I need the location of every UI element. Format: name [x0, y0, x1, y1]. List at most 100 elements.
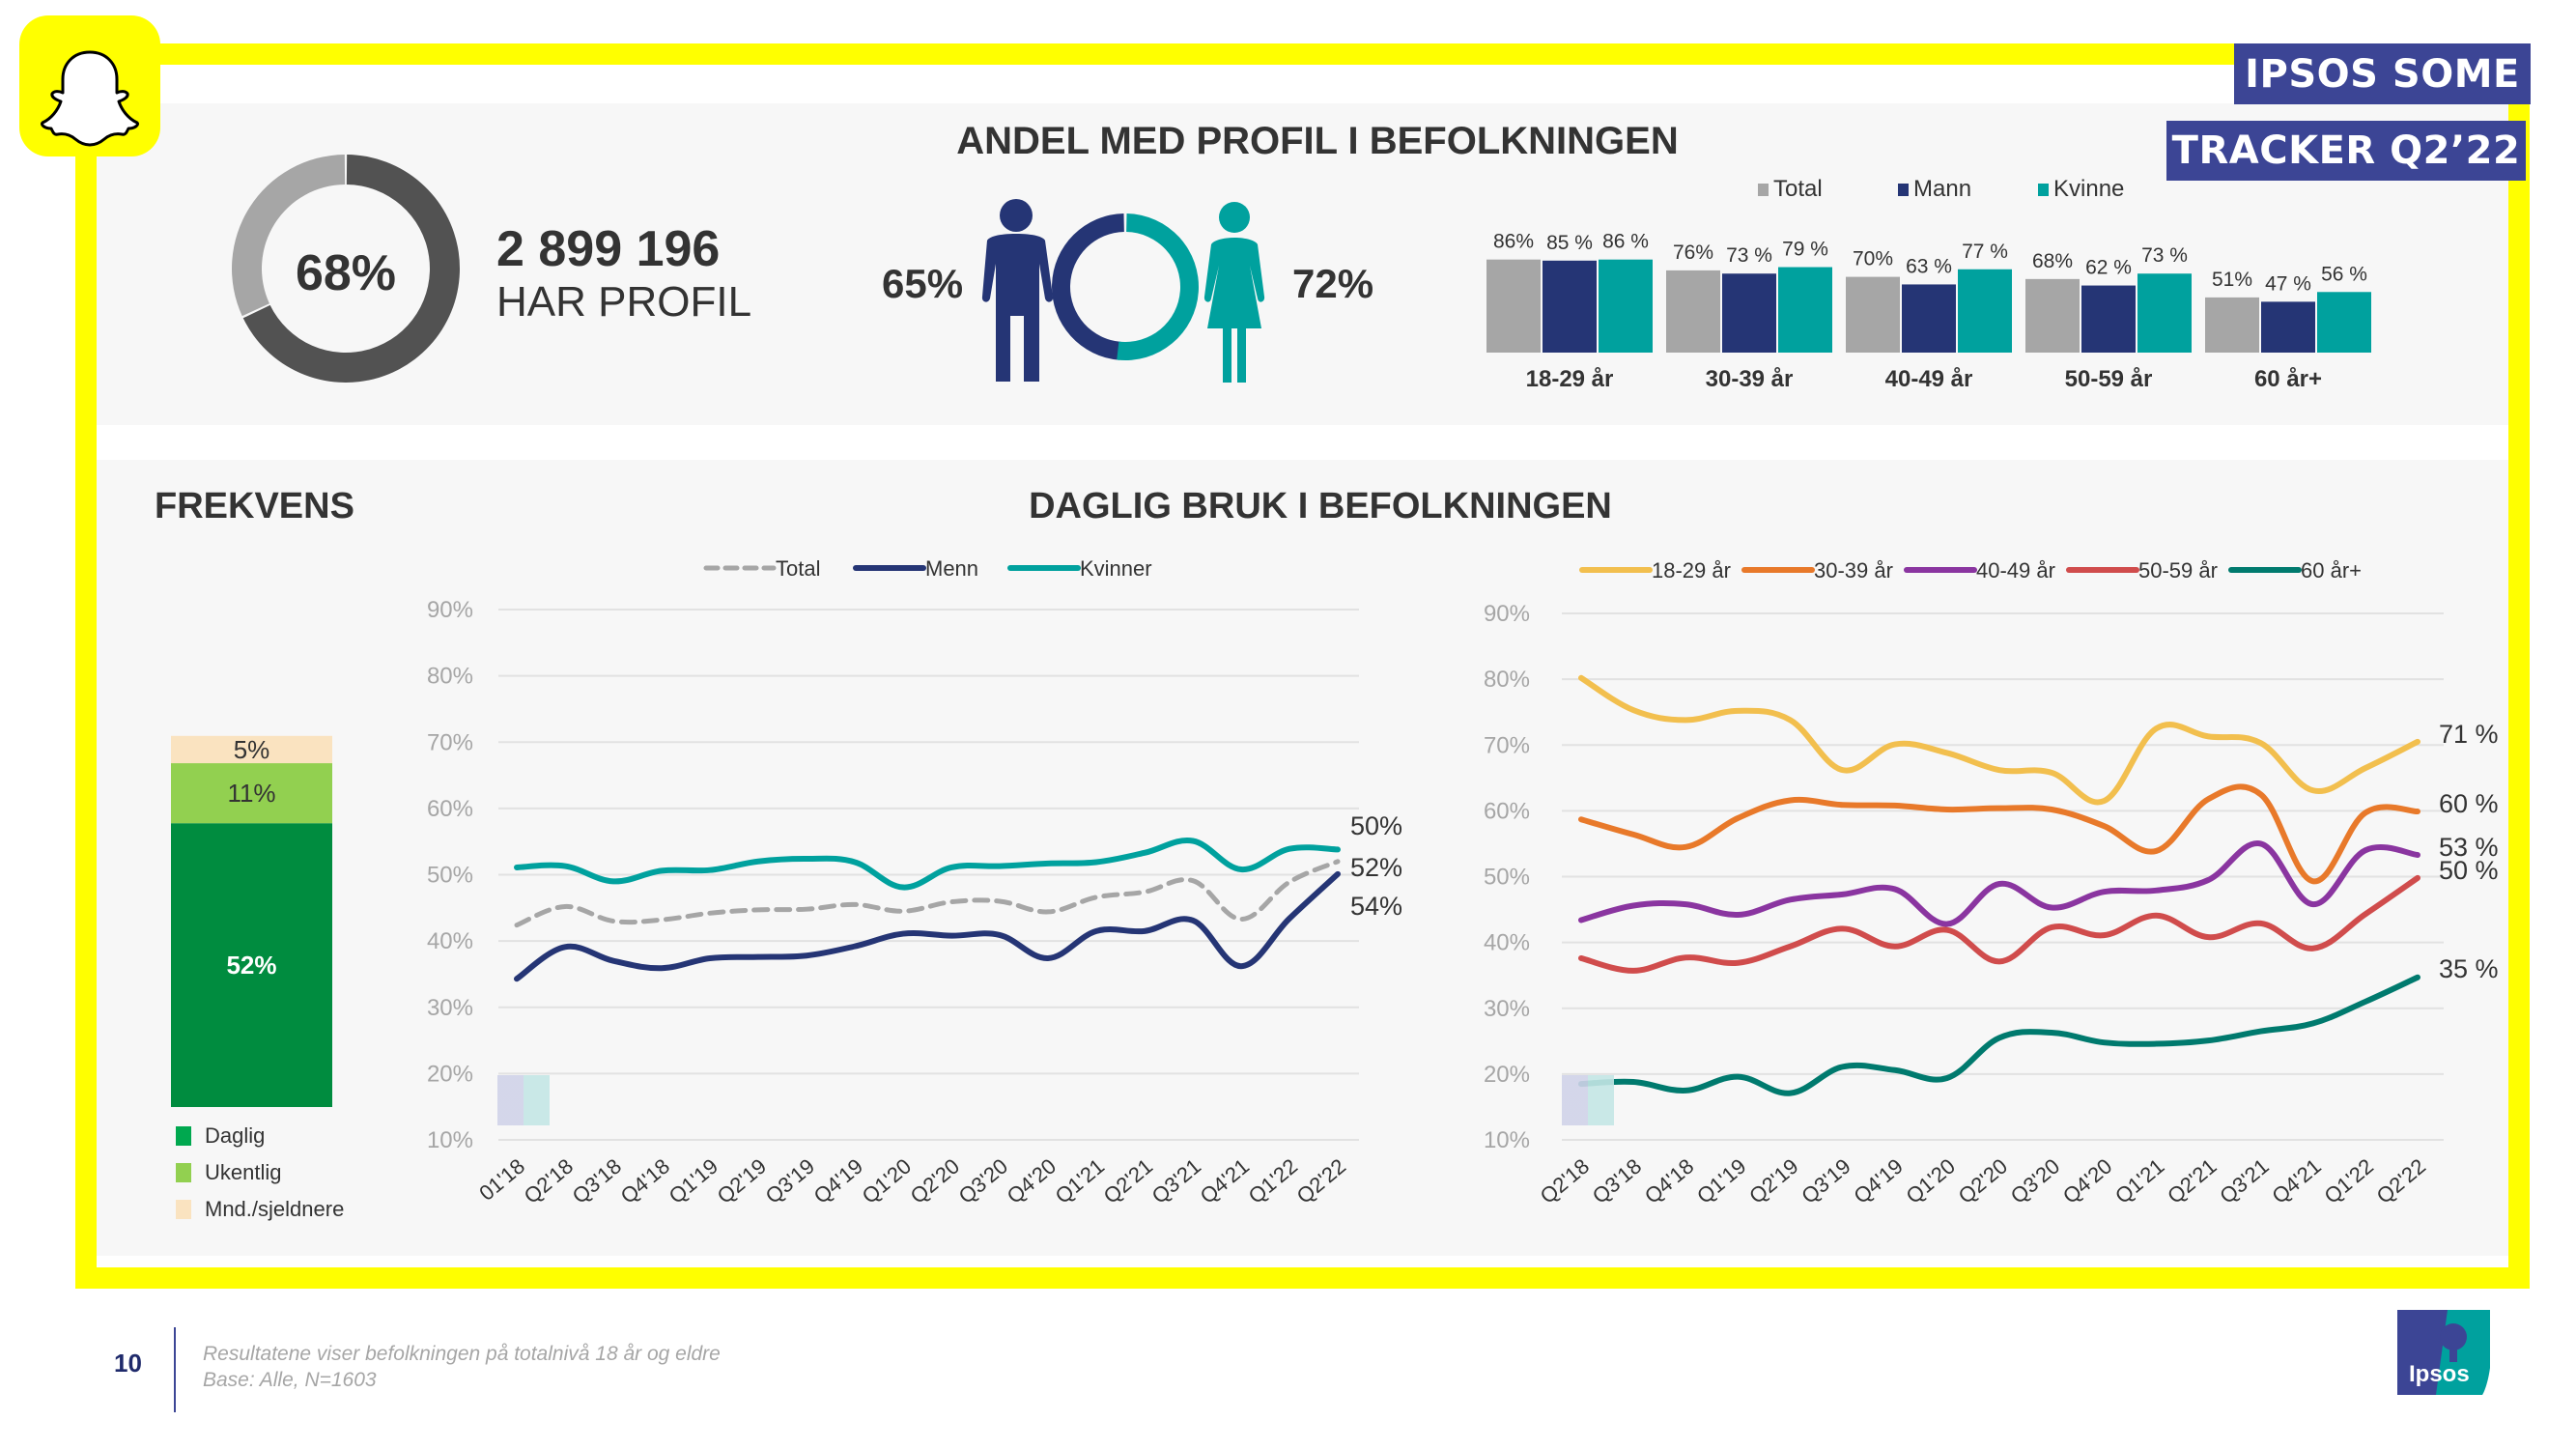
- frame-top-bar: [145, 43, 2250, 65]
- y-tick-label: 10%: [1484, 1127, 1530, 1153]
- series-line-60r: [1578, 974, 2420, 1096]
- page-number: 10: [114, 1349, 142, 1378]
- series-end-label: 71 %: [2439, 720, 2499, 749]
- badge-tracker-period: TRACKER Q2’22: [2166, 121, 2526, 181]
- x-tick-label: Q3'20: [2006, 1153, 2065, 1208]
- x-tick-label: Q4'21: [1196, 1153, 1255, 1208]
- bar-mann: [1543, 260, 1597, 353]
- daily-gender-line-chart: 10%20%30%40%50%60%70%80%90%01'18Q2'18Q3'…: [427, 556, 1402, 1208]
- bar-value-label: 79 %: [1782, 239, 1828, 261]
- profile-donut-chart: [232, 155, 460, 383]
- stack-segment-daglig: [171, 823, 332, 1107]
- x-tick-label: Q2'21: [2163, 1153, 2222, 1208]
- ipsos-logo-text: Ipsos: [2409, 1361, 2470, 1387]
- bar-kvinne: [2137, 273, 2192, 353]
- stack-value-label: 11%: [227, 779, 275, 808]
- y-tick-label: 40%: [427, 928, 473, 954]
- legend-label: 40-49 år: [1976, 558, 2055, 582]
- series-end-label: 50 %: [2439, 856, 2499, 885]
- bar-value-label: 85 %: [1546, 232, 1593, 254]
- x-tick-label: Q3'21: [1147, 1153, 1206, 1208]
- x-tick-label: Q2'19: [1744, 1153, 1803, 1208]
- stack-value-label: 5%: [234, 735, 270, 764]
- footer-note-line1: Resultatene viser befolkningen på totaln…: [203, 1343, 721, 1365]
- y-tick-label: 40%: [1484, 930, 1530, 956]
- y-tick-label: 20%: [427, 1061, 473, 1087]
- bar-mann: [2081, 285, 2136, 353]
- x-tick-label: Q1'22: [1244, 1153, 1303, 1208]
- frame-bottom-bar: [75, 1267, 2530, 1289]
- legend-label-kvinne: Kvinne: [2053, 176, 2124, 202]
- x-tick-label: Q2'22: [2372, 1153, 2431, 1208]
- category-label: 18-29 år: [1526, 366, 1614, 392]
- category-label: 40-49 år: [1885, 366, 1973, 392]
- y-tick-label: 50%: [427, 863, 473, 889]
- bar-total: [1846, 276, 1900, 353]
- x-tick-label: Q1'20: [858, 1153, 917, 1208]
- legend-label: 60 år+: [2301, 558, 2362, 582]
- mann-share-label: 65%: [882, 261, 964, 306]
- legend-label: Mnd./sjeldnere: [205, 1197, 345, 1221]
- stack-value-label: 52%: [226, 951, 276, 980]
- bar-mann: [1722, 273, 1776, 353]
- y-tick-label: 30%: [427, 995, 473, 1021]
- section-title-daglig-bruk: DAGLIG BRUK I BEFOLKNINGEN: [1029, 486, 1612, 526]
- section-title-andel: ANDEL MED PROFIL I BEFOLKNINGEN: [956, 120, 1679, 162]
- bar-total: [2025, 278, 2080, 353]
- legend-label: 50-59 år: [2138, 558, 2218, 582]
- y-tick-label: 20%: [1484, 1062, 1530, 1088]
- x-tick-label: Q2'18: [1536, 1153, 1595, 1208]
- woman-icon: [1203, 202, 1265, 383]
- profile-count: 2 899 196: [496, 221, 721, 277]
- series-end-label: 54%: [1350, 892, 1402, 921]
- x-tick-label: Q4'20: [1003, 1153, 1062, 1208]
- series-line-5059r: [1578, 874, 2420, 974]
- frame-left-bar: [75, 145, 97, 1289]
- x-tick-label: Q4'19: [1849, 1153, 1908, 1208]
- legend-swatch: [176, 1163, 191, 1182]
- badge-ipsos-some: IPSOS SOME: [2234, 43, 2531, 104]
- y-tick-label: 70%: [427, 729, 473, 755]
- series-line-4049r: [1578, 840, 2420, 927]
- x-tick-label: Q4'19: [809, 1153, 868, 1208]
- legend-label: 18-29 år: [1652, 558, 1731, 582]
- legend-label: Kvinner: [1080, 556, 1152, 581]
- bar-value-label: 70%: [1853, 248, 1893, 270]
- x-tick-label: Q4'18: [1640, 1153, 1699, 1208]
- y-tick-label: 60%: [427, 796, 473, 822]
- x-tick-label: Q2'19: [713, 1153, 772, 1208]
- daily-age-line-chart: 10%20%30%40%50%60%70%80%90%Q2'18Q3'18Q4'…: [1484, 558, 2499, 1208]
- x-tick-label: Q3'18: [568, 1153, 627, 1208]
- bar-kvinne: [1778, 267, 1832, 353]
- x-tick-label: 01'18: [474, 1153, 529, 1205]
- legend-item-daglig: Daglig: [176, 1123, 265, 1149]
- bar-value-label: 47 %: [2265, 272, 2311, 295]
- x-tick-label: Q1'21: [1051, 1153, 1110, 1208]
- legend-swatch-kvinne: [2038, 184, 2049, 196]
- x-tick-label: Q2'20: [1954, 1153, 2013, 1208]
- y-tick-label: 80%: [1484, 667, 1530, 693]
- x-tick-label: Q4'18: [616, 1153, 675, 1208]
- legend-label: Ukentlig: [205, 1160, 282, 1184]
- bar-mann: [1902, 284, 1956, 353]
- age-bar-chart: Total Mann Kvinne 86% 85 % 86 % 18-29 år 76% 73 …: [1486, 176, 2371, 392]
- series-end-label: 50%: [1350, 811, 1402, 840]
- legend-swatch-total: [1758, 184, 1769, 196]
- footer-divider: [174, 1327, 176, 1412]
- man-icon: [981, 199, 1054, 382]
- x-tick-label: Q2'22: [1292, 1153, 1351, 1208]
- series-end-label: 53 %: [2439, 833, 2499, 862]
- legend-swatch-mann: [1898, 184, 1909, 196]
- top-panel: [97, 103, 2508, 425]
- bar-total: [1486, 259, 1541, 353]
- y-tick-label: 30%: [1484, 996, 1530, 1022]
- kvinne-share-label: 72%: [1292, 261, 1374, 306]
- x-tick-label: Q1'19: [665, 1153, 723, 1208]
- x-tick-label: Q3'19: [1797, 1153, 1855, 1208]
- x-tick-label: Q3'20: [954, 1153, 1013, 1208]
- ipsos-logo: Ipsos: [2397, 1310, 2490, 1395]
- footer-note-line2: Base: Alle, N=1603: [203, 1369, 377, 1391]
- x-tick-label: Q2'20: [906, 1153, 965, 1208]
- y-tick-label: 10%: [427, 1127, 473, 1153]
- bar-kvinne: [1958, 269, 2012, 353]
